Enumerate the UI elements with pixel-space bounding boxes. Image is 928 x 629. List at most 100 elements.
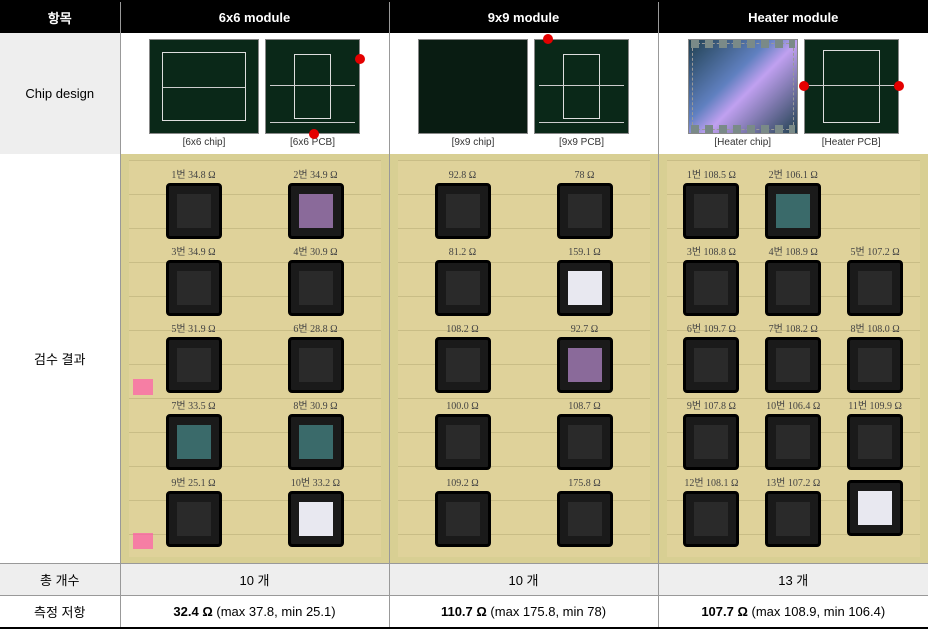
sample-label: 10번 106.4 Ω: [766, 401, 820, 412]
row-inspection-result: 검수 결과 1번 34.8 Ω2번 34.9 Ω3번 34.9 Ω4번 30.9…: [0, 154, 928, 564]
sample-chip-icon: [683, 414, 739, 470]
chip-6x6-image: [149, 39, 259, 134]
sample-label: 11번 109.9 Ω: [848, 401, 902, 412]
sample-label: 6번 28.8 Ω: [293, 324, 337, 335]
pcb-6x6-image: [265, 39, 360, 134]
sample-label: 1번 34.8 Ω: [171, 170, 215, 181]
red-dot-icon: [894, 81, 904, 91]
sample-item: 108.7 Ω: [526, 401, 644, 470]
red-dot-icon: [309, 129, 319, 139]
sample-item: 92.7 Ω: [526, 324, 644, 393]
sample-label: 92.7 Ω: [571, 324, 598, 335]
label-chip-design: Chip design: [0, 33, 120, 154]
sample-chip-icon: [683, 260, 739, 316]
sample-chip-icon: [435, 337, 491, 393]
resistance-6x6-value: 32.4 Ω: [173, 604, 212, 619]
sample-item: 1번 108.5 Ω: [673, 170, 751, 239]
design-9x9: [9x9 chip] [9x9 PCB]: [389, 33, 658, 154]
sample-label: 13번 107.2 Ω: [766, 478, 820, 489]
sample-item: 13번 107.2 Ω: [754, 478, 832, 547]
sample-item: 109.2 Ω: [404, 478, 522, 547]
sample-item: 81.2 Ω: [404, 247, 522, 316]
sample-label: 175.8 Ω: [568, 478, 600, 489]
sample-chip-icon: [435, 260, 491, 316]
design-heater: [Heater chip] [Heater PCB]: [658, 33, 928, 154]
sample-chip-icon: [435, 491, 491, 547]
sample-label: 108.2 Ω: [446, 324, 478, 335]
sample-label: 9번 107.8 Ω: [687, 401, 736, 412]
label-resistance: 측정 저항: [0, 596, 120, 629]
caption-heater-pcb: [Heater PCB]: [804, 137, 899, 148]
resistance-6x6: 32.4 Ω (max 37.8, min 25.1): [120, 596, 389, 629]
count-9x9: 10 개: [389, 564, 658, 596]
sample-item: 159.1 Ω: [526, 247, 644, 316]
red-dot-icon: [355, 54, 365, 64]
sample-label: 7번 108.2 Ω: [769, 324, 818, 335]
module-table: 항목 6x6 module 9x9 module Heater module C…: [0, 0, 928, 629]
sample-label: 5번 31.9 Ω: [171, 324, 215, 335]
sample-item: 12번 108.1 Ω: [673, 478, 751, 547]
sample-item: 5번 107.2 Ω: [836, 247, 914, 316]
result-heater: 1번 108.5 Ω2번 106.1 Ω3번 108.8 Ω4번 108.9 Ω…: [658, 154, 928, 564]
chip-9x9-image: [418, 39, 528, 134]
sample-label: 3번 34.9 Ω: [171, 247, 215, 258]
sample-chip-icon: [847, 414, 903, 470]
count-6x6: 10 개: [120, 564, 389, 596]
sample-item: 4번 30.9 Ω: [257, 247, 375, 316]
sample-item: 5번 31.9 Ω: [135, 324, 253, 393]
sample-chip-icon: [166, 260, 222, 316]
sample-label: 5번 107.2 Ω: [851, 247, 900, 258]
sample-item: 78 Ω: [526, 170, 644, 239]
sample-label: 9번 25.1 Ω: [171, 478, 215, 489]
sample-chip-icon: [557, 260, 613, 316]
sample-chip-icon: [288, 491, 344, 547]
red-dot-icon: [543, 34, 553, 44]
sample-label: 8번 108.0 Ω: [851, 324, 900, 335]
sample-chip-icon: [288, 260, 344, 316]
sample-item: 6번 109.7 Ω: [673, 324, 751, 393]
sample-chip-icon: [847, 260, 903, 316]
sample-item: 8번 30.9 Ω: [257, 401, 375, 470]
sample-item: 92.8 Ω: [404, 170, 522, 239]
sample-chip-icon: [288, 414, 344, 470]
sample-label: 4번 108.9 Ω: [769, 247, 818, 258]
sample-grid-9x9: 92.8 Ω 78 Ω 81.2 Ω159.1 Ω 108.2 Ω 92.7 Ω 100.…: [398, 160, 650, 557]
sample-label: 4번 30.9 Ω: [293, 247, 337, 258]
pcb-9x9-image: [534, 39, 629, 134]
chip-heater-image: [688, 39, 798, 134]
hdr-9x9: 9x9 module: [389, 1, 658, 33]
result-9x9: 92.8 Ω 78 Ω 81.2 Ω159.1 Ω 108.2 Ω 92.7 Ω 100.…: [389, 154, 658, 564]
sample-label: 12번 108.1 Ω: [684, 478, 738, 489]
label-count: 총 개수: [0, 564, 120, 596]
sample-chip-icon: [847, 480, 903, 536]
pcb-heater-image: [804, 39, 899, 134]
sample-item: 8번 108.0 Ω: [836, 324, 914, 393]
sample-item: 10번 106.4 Ω: [754, 401, 832, 470]
row-total-count: 총 개수 10 개 10 개 13 개: [0, 564, 928, 596]
row-chip-design: Chip design [6x6 chip]: [0, 33, 928, 154]
resistance-heater-range: (max 108.9, min 106.4): [748, 604, 885, 619]
caption-9x9-chip: [9x9 chip]: [418, 137, 528, 148]
sample-item: 9번 25.1 Ω: [135, 478, 253, 547]
sample-chip-icon: [765, 491, 821, 547]
resistance-9x9-range: (max 175.8, min 78): [487, 604, 606, 619]
sample-item: 7번 33.5 Ω: [135, 401, 253, 470]
sample-chip-icon: [166, 337, 222, 393]
sample-item: [836, 478, 914, 547]
resistance-9x9-value: 110.7 Ω: [441, 604, 487, 619]
resistance-heater-value: 107.7 Ω: [701, 604, 748, 619]
sample-item: 3번 108.8 Ω: [673, 247, 751, 316]
hdr-item: 항목: [0, 1, 120, 33]
sample-item: 1번 34.8 Ω: [135, 170, 253, 239]
sample-item: 3번 34.9 Ω: [135, 247, 253, 316]
sample-chip-icon: [166, 183, 222, 239]
sample-label: 1번 108.5 Ω: [687, 170, 736, 181]
sample-chip-icon: [557, 491, 613, 547]
sample-label: 78 Ω: [575, 170, 595, 181]
sample-label: 2번 34.9 Ω: [293, 170, 337, 181]
row-measured-resistance: 측정 저항 32.4 Ω (max 37.8, min 25.1) 110.7 …: [0, 596, 928, 629]
sample-item: 7번 108.2 Ω: [754, 324, 832, 393]
sample-item: 4번 108.9 Ω: [754, 247, 832, 316]
sample-item: 6번 28.8 Ω: [257, 324, 375, 393]
sample-item: 100.0 Ω: [404, 401, 522, 470]
